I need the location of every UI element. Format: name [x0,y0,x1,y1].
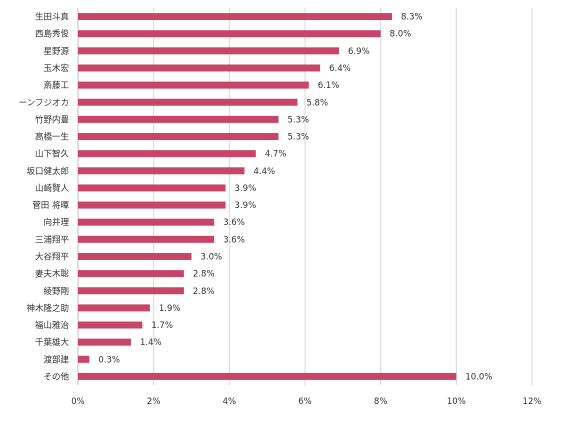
bar [78,355,90,363]
value-label: 5.3% [288,115,310,125]
bar [78,218,215,226]
x-tick-label: 8% [374,397,388,407]
x-tick-label: 0% [71,397,85,407]
category-label: 星野源 [43,47,69,57]
category-label: 山下智久 [35,149,70,160]
bar [78,30,381,38]
value-label: 6.1% [318,81,340,91]
bar [78,150,256,158]
bar [78,270,184,278]
category-label: ーンフジオカ [19,98,69,108]
value-label: 1.9% [159,304,181,314]
value-label: 4.4% [253,167,275,177]
category-label: 竹野内豊 [35,114,70,125]
bar [78,184,226,192]
category-label: その他 [43,371,69,382]
bar [78,321,143,329]
value-label: 6.9% [348,47,370,57]
value-label: 4.7% [265,150,287,160]
category-label: 綾野剛 [43,286,69,297]
category-label: 坂口健太郎 [26,166,69,177]
bar [78,167,245,175]
value-label: 2.8% [193,287,215,297]
bar [78,372,457,380]
bar [78,201,226,209]
value-label: 10.0% [465,372,492,382]
labels: 0% 2% 4% 6% 8% 10% 12% 生田斗真 8.3% 西島秀俊 8.0% 星野源 6.9% 玉… [19,12,542,407]
category-label: 千葉雄大 [35,337,70,348]
value-label: 5.3% [288,133,310,143]
x-tick-label: 2% [147,397,161,407]
value-label: 8.3% [401,13,423,23]
value-label: 2.8% [193,270,215,280]
value-label: 1.4% [140,338,162,348]
bar [78,133,279,141]
bars [78,13,457,380]
value-label: 1.7% [151,321,173,331]
category-label: 玉木宏 [43,63,69,74]
x-tick-label: 6% [298,397,312,407]
bar [78,287,184,295]
category-label: 生田斗真 [35,12,70,23]
bar [78,304,150,312]
value-label: 5.8% [306,98,328,108]
category-label: 妻夫木聡 [35,269,70,280]
x-tick-label: 10% [447,397,466,407]
category-label: 高橋一生 [35,132,70,143]
value-label: 8.0% [390,30,412,40]
bar [78,235,215,243]
category-label: 斎藤工 [43,80,69,91]
bar [78,252,192,260]
value-label: 3.0% [201,252,223,262]
category-label: 西島秀俊 [35,29,70,40]
x-tick-label: 4% [223,397,237,407]
category-label: 三浦翔平 [35,234,70,245]
bar [78,81,309,89]
category-label: 福山雅治 [35,320,70,331]
category-label: 向井理 [43,217,69,228]
category-label: 神木隆之助 [26,303,69,314]
bar [78,115,279,123]
category-label: 渡部建 [43,354,69,365]
category-label: 山崎賢人 [35,183,70,194]
category-label: 大谷翔平 [35,251,70,262]
category-label: 菅田 将暉 [32,200,69,211]
x-tick-label: 12% [523,397,542,407]
value-label: 3.6% [223,218,245,228]
bar [78,13,393,21]
bar [78,64,321,72]
value-label: 6.4% [329,64,351,74]
value-label: 0.3% [98,355,120,365]
value-label: 3.6% [223,235,245,245]
bar [78,338,131,346]
value-label: 3.9% [235,201,257,211]
bar [78,98,298,106]
value-label: 3.9% [235,184,257,194]
bar [78,47,340,55]
